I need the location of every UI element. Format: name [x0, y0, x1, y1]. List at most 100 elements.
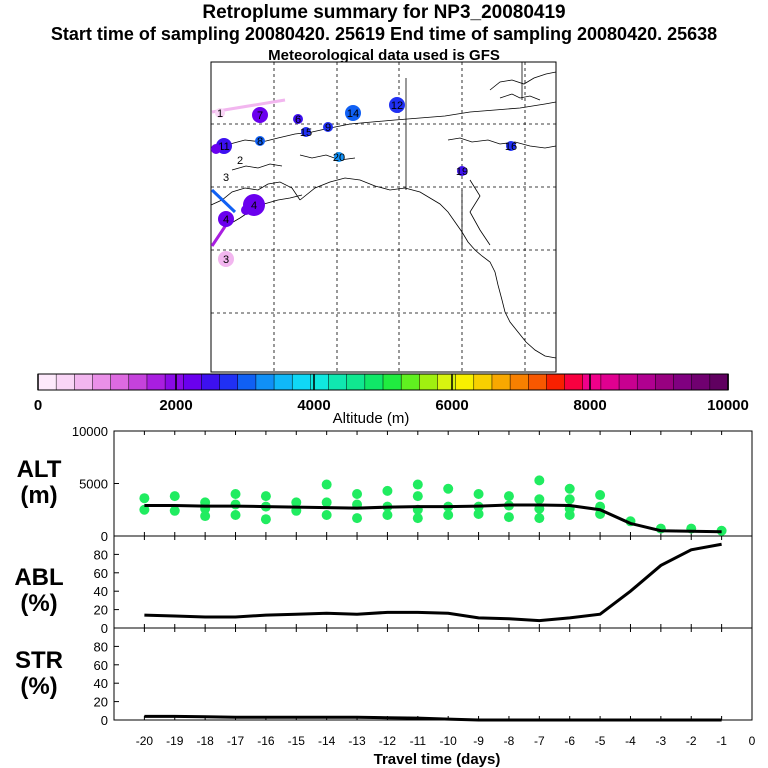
chart-title: Retroplume summary for NP3_20080419	[202, 2, 566, 23]
x-tick-label: -17	[227, 734, 245, 748]
trajectory-line-pink	[211, 98, 286, 114]
map-marker	[252, 107, 268, 123]
alt-scatter-point	[564, 483, 575, 494]
alt-scatter-point	[200, 511, 211, 522]
abl-label-line1: ABL	[14, 564, 64, 591]
alt-scatter-point	[321, 510, 332, 520]
map-marker	[506, 141, 516, 151]
alt-scatter-point	[473, 489, 484, 499]
alt-scatter-point	[503, 491, 514, 502]
alt-scatter-point	[260, 491, 271, 502]
x-tick-label: -1	[716, 734, 727, 748]
map-frame	[210, 61, 557, 373]
map-marker	[457, 166, 467, 176]
alt-scatter-point	[382, 485, 393, 496]
series-line-1	[144, 542, 722, 623]
map-marker	[323, 122, 333, 132]
map-marker	[218, 251, 234, 267]
map-marker	[334, 152, 344, 162]
x-axis-label: Travel time (days)	[374, 751, 501, 768]
alt-scatter-point	[139, 493, 150, 504]
x-tick-label: -14	[318, 734, 336, 748]
x-tick-label: -15	[288, 734, 306, 748]
map-marker-label: 3	[223, 172, 229, 184]
alt-scatter-point	[291, 497, 302, 508]
alt-scatter-point	[503, 512, 514, 523]
alt-scatter-point	[443, 483, 454, 494]
x-tick-label: -6	[564, 734, 575, 748]
y-tick-label: 5000	[79, 477, 108, 492]
x-tick-label: -5	[595, 734, 606, 748]
colorbar-tick-label: 2000	[159, 397, 192, 414]
x-tick-label: -20	[136, 734, 154, 748]
alt-scatter-point	[352, 513, 363, 524]
colorbar-tick-label: 0	[34, 397, 42, 414]
map-marker-label: 2	[237, 155, 243, 167]
map-marker-label: 7	[257, 110, 263, 122]
x-tick-label: -16	[257, 734, 275, 748]
alt-label-line1: ALT	[16, 456, 62, 483]
map-marker	[211, 144, 221, 154]
x-tick-label: -10	[440, 734, 458, 748]
alt-scatter-point	[352, 489, 363, 499]
alt-scatter-point	[169, 491, 180, 502]
map-gridlines	[211, 62, 556, 372]
map-marker-label: 15	[300, 127, 312, 139]
alt-scatter-point	[260, 514, 271, 525]
x-tick-label: -8	[504, 734, 515, 748]
alt-scatter-point	[139, 504, 150, 515]
trajectory-line-blue	[210, 188, 237, 214]
alt-scatter-point	[230, 499, 241, 510]
alt-scatter-point	[534, 494, 545, 505]
map-marker-label: 20	[333, 152, 345, 164]
y-tick-label: 20	[94, 603, 108, 618]
x-tick-label: -9	[473, 734, 484, 748]
x-tick-label: -13	[348, 734, 366, 748]
colorbar-tick-label: 6000	[435, 397, 468, 414]
map-marker	[345, 105, 361, 121]
alt-scatter-point	[412, 513, 423, 524]
alt-scatter-point	[169, 505, 180, 516]
alt-scatter-point	[595, 490, 606, 501]
map-marker-label: 4	[223, 214, 229, 226]
alt-scatter-point	[412, 491, 423, 502]
y-tick-label: 80	[94, 547, 108, 562]
map-marker-label: 19	[456, 166, 468, 178]
y-tick-label: 60	[94, 566, 108, 581]
colorbar-label: Altitude (m)	[333, 410, 410, 427]
x-tick-label: -18	[196, 734, 214, 748]
map-marker-label: 11	[218, 141, 229, 153]
x-tick-label: -12	[379, 734, 397, 748]
map-marker	[301, 127, 311, 137]
series-line-2	[144, 714, 722, 722]
y-tick-label: 80	[94, 639, 108, 654]
map-marker	[241, 205, 251, 215]
colorbar-tick-label: 4000	[297, 397, 330, 414]
x-tick-label: -2	[686, 734, 697, 748]
map-marker-label: 16	[505, 141, 517, 153]
alt-scatter-point	[534, 513, 545, 524]
str-label-line1: STR	[15, 647, 63, 674]
alt-scatter-point	[473, 508, 484, 519]
map-marker	[293, 114, 303, 124]
y-tick-label: 40	[94, 584, 108, 599]
map-marker-label: 4	[251, 200, 257, 212]
y-tick-label: 0	[101, 621, 108, 636]
map-marker-label: 6	[295, 114, 301, 126]
x-tick-label: -19	[166, 734, 184, 748]
alt-scatter-point	[321, 479, 332, 490]
alt-scatter-point	[230, 510, 241, 520]
x-tick-label: -7	[534, 734, 545, 748]
alt-scatter-point	[412, 479, 423, 490]
colorbar-tick-label: 8000	[573, 397, 606, 414]
y-tick-label: 20	[94, 695, 108, 710]
series-line-0	[144, 503, 722, 534]
map-marker-label: 1	[217, 108, 223, 120]
alt-scatter-point	[382, 510, 393, 520]
x-tick-label: 0	[749, 734, 756, 748]
str-panel-label: STR (%)	[4, 648, 74, 700]
alt-scatter-point	[443, 510, 454, 520]
y-tick-label: 0	[101, 529, 108, 544]
alt-scatter-point	[321, 497, 332, 508]
